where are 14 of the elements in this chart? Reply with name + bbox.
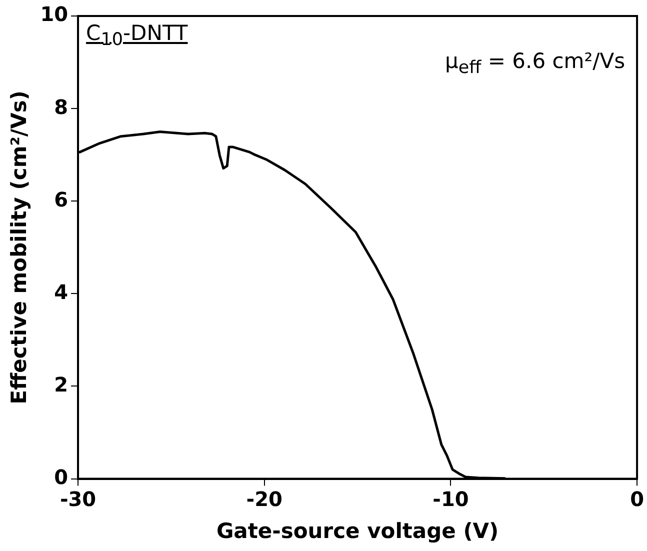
x-axis-title: Gate-source voltage (V) (216, 518, 499, 543)
y-tick-label: 6 (54, 187, 68, 212)
y-tick-label: 10 (40, 2, 68, 26)
y-tick-label: 2 (54, 372, 68, 396)
annotation: C$_{10}$-DNTT (86, 21, 188, 50)
annotation: μ$_{eff}$ = 6.6 cm²/Vs (445, 49, 626, 78)
y-axis-title: Effective mobility (cm²/Vs) (7, 90, 32, 404)
y-tick-label: 8 (54, 94, 68, 119)
y-tick-label: 0 (54, 465, 68, 490)
x-tick-label: -10 (432, 487, 469, 512)
x-tick-label: -30 (60, 487, 96, 512)
x-tick-label: -20 (246, 487, 282, 512)
x-tick-label: 0 (630, 487, 644, 512)
y-tick-label: 4 (54, 280, 68, 304)
